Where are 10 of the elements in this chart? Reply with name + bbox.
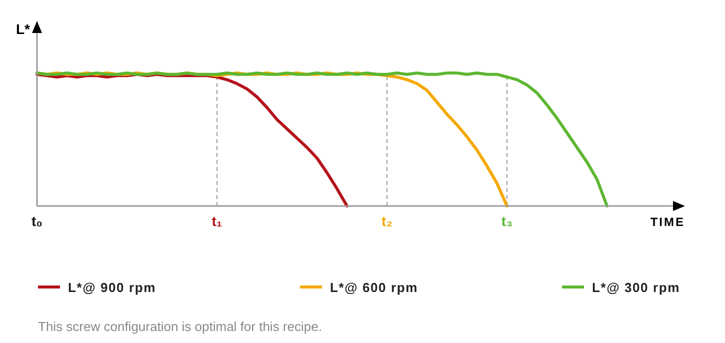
- legend-label: L*@ 900 rpm: [68, 280, 156, 295]
- legend-label: L*@ 600 rpm: [330, 280, 418, 295]
- legend-label: L*@ 300 rpm: [592, 280, 680, 295]
- x-tick-label: t₂: [382, 213, 392, 229]
- x-tick-label: t₃: [501, 213, 513, 229]
- text: This screw configuration is optimal for this recipe.: [38, 319, 322, 334]
- x-tick-label: t₁: [212, 213, 222, 229]
- x-tick-label: t₀: [32, 213, 42, 229]
- y-axis-title: L*: [16, 21, 31, 37]
- x-axis-title: TIME: [650, 215, 685, 229]
